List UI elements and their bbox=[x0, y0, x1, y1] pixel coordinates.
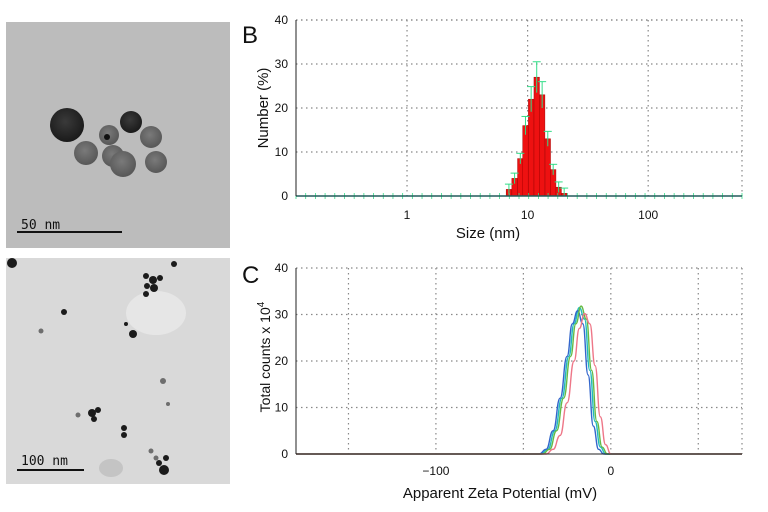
nanoparticle bbox=[74, 141, 98, 165]
x-tick-label: 100 bbox=[638, 208, 658, 222]
y-tick-label: 20 bbox=[275, 101, 289, 115]
scale-bar-label: 50 nm bbox=[21, 218, 61, 233]
bar bbox=[528, 98, 535, 197]
y-tick-label: 40 bbox=[275, 13, 289, 27]
y-tick-label: 0 bbox=[281, 189, 288, 203]
nanoparticle-core bbox=[104, 134, 110, 140]
tem-micrograph-top: 50 nm bbox=[6, 22, 230, 248]
bar bbox=[522, 125, 529, 197]
y-axis-label: Number (%) bbox=[255, 68, 272, 149]
x-tick-label: 10 bbox=[521, 208, 535, 222]
tem-bottom-svg bbox=[7, 258, 186, 477]
y-tick-label: 30 bbox=[275, 57, 289, 71]
bar bbox=[544, 138, 551, 197]
panel-letter-b: B bbox=[242, 22, 259, 49]
x-axis-label: Size (nm) bbox=[456, 225, 520, 242]
nanoparticle bbox=[110, 151, 136, 177]
tem-top-svg bbox=[17, 108, 167, 233]
bar bbox=[533, 76, 540, 197]
nanoparticle bbox=[145, 151, 167, 173]
tem-micrograph-bottom: 100 nm bbox=[6, 258, 230, 484]
bar bbox=[517, 158, 524, 197]
bar bbox=[539, 94, 546, 197]
nanoparticle bbox=[140, 126, 162, 148]
scale-bar-label: 100 nm bbox=[21, 454, 68, 469]
y-tick-label: 10 bbox=[275, 145, 289, 159]
x-tick-label: 1 bbox=[404, 208, 411, 222]
nanoparticle bbox=[120, 111, 142, 133]
panel-letter-c: C bbox=[242, 262, 260, 289]
nanoparticle bbox=[50, 108, 84, 142]
